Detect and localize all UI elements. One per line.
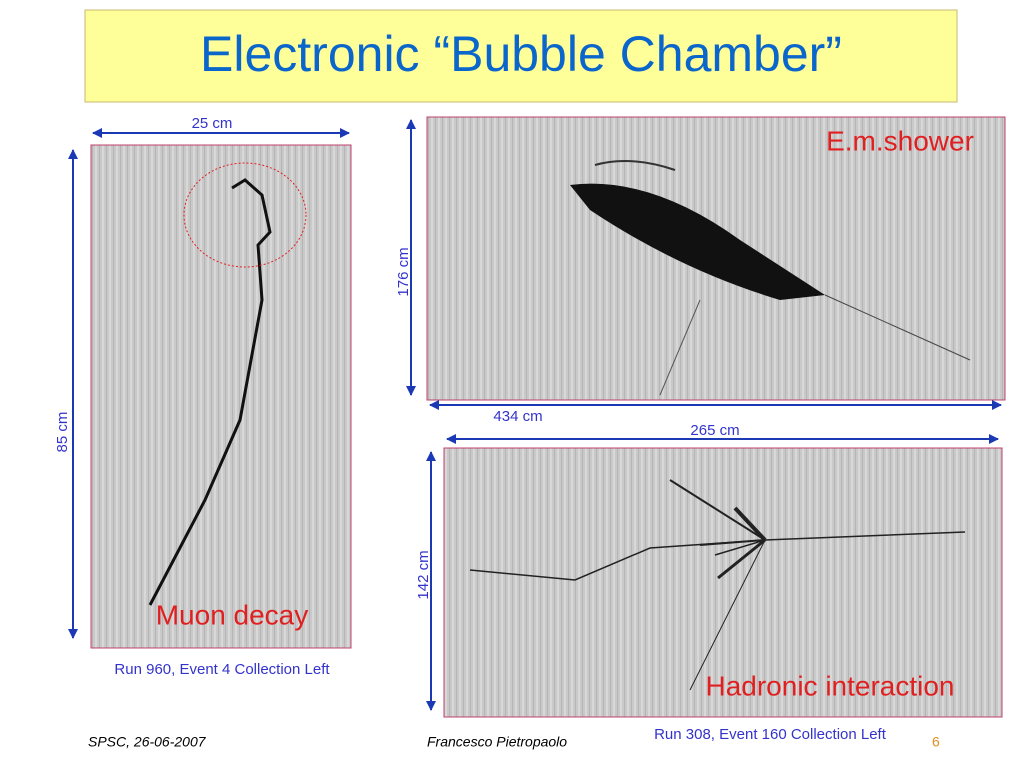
track [594,160,676,171]
page-number: 6 [932,734,940,750]
caption: Run 308, Event 160 Collection Left [654,726,887,743]
slide-title: Electronic “Bubble Chamber” [200,26,842,82]
title-box [84,9,958,103]
track [659,299,701,396]
width-label: 25 cm [192,115,233,132]
height-label: 176 cm [395,247,412,296]
panel-label: Muon decay [156,599,309,630]
width-label: 265 cm [690,422,739,439]
footer-author: Francesco Pietropaolo [427,734,567,750]
shower-tail [824,294,971,361]
panel-label: Hadronic interaction [705,670,954,701]
decay-circle [183,162,307,268]
width-label: 434 cm [493,408,542,425]
footer-venue: SPSC, 26-06-2007 [88,734,207,750]
hadronic-tracks [469,479,966,691]
height-label: 142 cm [415,550,432,599]
shower-core [570,183,825,300]
muon-track [148,178,272,606]
muon-image [90,144,352,649]
hadronic-image [443,447,1003,718]
caption: Run 960, Event 4 Collection Left [114,661,330,678]
height-label: 85 cm [54,412,71,453]
panel-label: E.m.shower [826,125,974,156]
